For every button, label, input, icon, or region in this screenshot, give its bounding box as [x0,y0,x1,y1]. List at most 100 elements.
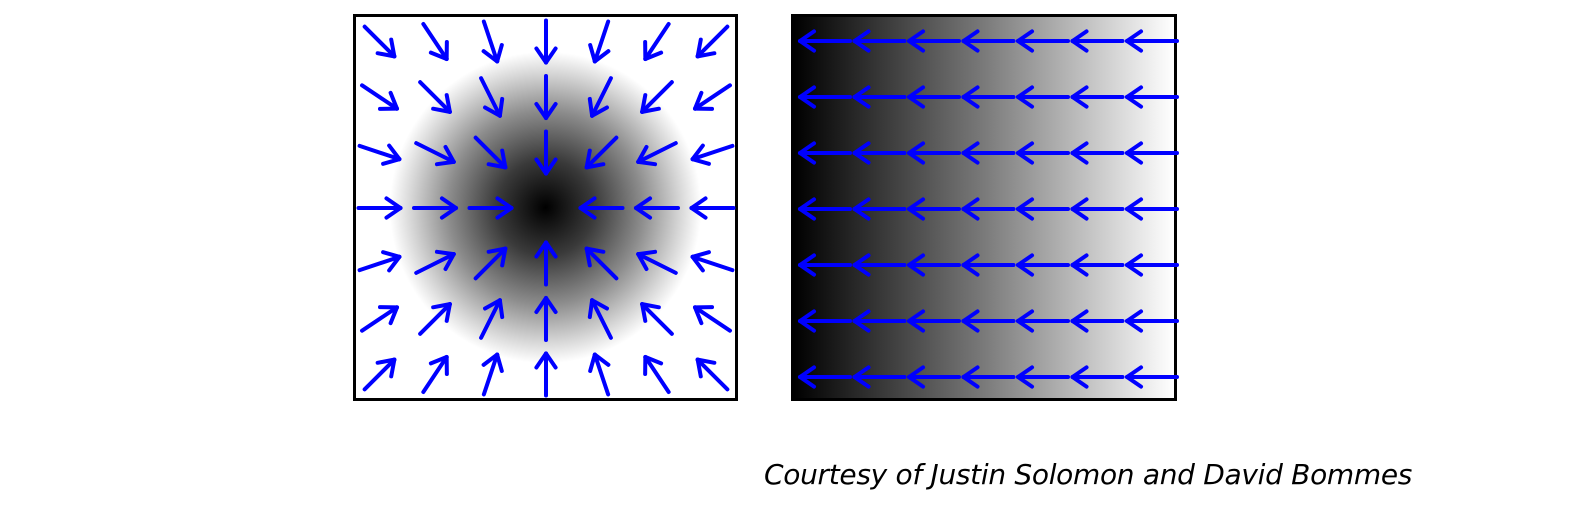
field-arrow [1125,29,1179,53]
field-arrow [481,19,504,64]
field-arrow [1016,85,1070,109]
field-arrow [1016,365,1070,389]
field-arrow [852,197,907,221]
field-arrow [907,309,961,333]
field-arrow [852,29,907,53]
field-arrow [640,80,674,114]
field-arrow [693,83,732,111]
field-arrow [587,76,613,118]
field-arrow [852,141,907,165]
field-arrow [1070,365,1125,389]
field-arrow [852,253,907,277]
field-arrow [414,141,456,167]
field-arrow [634,196,680,220]
field-arrow [414,249,456,275]
field-arrow [961,29,1016,53]
field-arrow [961,85,1016,109]
field-arrow [961,365,1016,389]
field-arrow [473,135,508,170]
field-arrow [587,298,613,340]
field-arrow [1125,197,1179,221]
field-arrow [1016,253,1070,277]
field-arrow [1016,29,1070,53]
field-arrow [852,309,907,333]
field-arrow [362,24,397,59]
field-arrow [534,296,558,342]
field-arrow [695,24,730,59]
field-arrow [421,22,449,61]
field-arrow [640,302,674,336]
radial-field-panel [353,14,738,401]
field-arrow [798,253,852,277]
field-arrow [360,305,399,333]
field-arrow [418,80,452,114]
field-arrow [1016,309,1070,333]
field-arrow [798,197,852,221]
field-arrow [907,141,961,165]
field-arrow [798,309,852,333]
field-arrow [584,135,619,170]
field-arrow [473,246,508,281]
field-arrow [1125,85,1179,109]
field-arrow [588,19,611,64]
field-arrow [689,196,736,220]
radial-field-arrows [356,18,736,398]
field-arrow [907,85,961,109]
field-arrow [907,253,961,277]
field-arrow [693,305,732,333]
field-arrow [852,85,907,109]
field-arrow [588,352,611,397]
credit-caption: Courtesy of Justin Solomon and David Bom… [764,458,1413,491]
field-arrow [584,246,619,281]
field-arrow [481,352,504,397]
field-arrow [636,249,678,275]
field-arrow [421,355,449,394]
field-arrow [1125,309,1179,333]
field-arrow [578,196,625,220]
field-arrow [852,365,907,389]
field-arrow [1070,85,1125,109]
uniform-field-panel [791,14,1179,401]
field-arrow [534,351,558,398]
field-arrow [798,29,852,53]
uniform-field-arrows [798,29,1179,389]
field-arrow [690,250,735,273]
field-arrow [479,76,505,118]
field-arrow [798,141,852,165]
field-arrow [907,197,961,221]
field-arrow [357,143,402,166]
field-arrow [534,240,558,287]
field-arrow [534,74,558,120]
field-arrow [1070,141,1125,165]
field-arrow [356,196,403,220]
field-arrow [534,18,558,65]
field-arrow [798,365,852,389]
field-arrow [1125,141,1179,165]
field-arrow [1070,309,1125,333]
field-arrow [418,302,452,336]
field-arrow [907,29,961,53]
field-arrow [643,22,671,61]
field-arrow [961,141,1016,165]
field-arrow [1070,253,1125,277]
field-arrow [1125,253,1179,277]
field-arrow [1016,197,1070,221]
field-arrow [961,197,1016,221]
field-arrow [1016,141,1070,165]
field-arrow [479,298,505,340]
field-arrow [690,143,735,166]
field-arrow [357,250,402,273]
field-arrow [534,129,558,176]
field-arrow [1070,29,1125,53]
field-arrow [362,357,397,392]
field-arrow [412,196,458,220]
field-arrow [907,365,961,389]
field-arrow [360,83,399,111]
field-arrow [1125,365,1179,389]
field-arrow [1070,197,1125,221]
field-arrow [643,355,671,394]
field-arrow [636,141,678,167]
field-arrow [961,253,1016,277]
field-arrow [961,309,1016,333]
field-arrow [798,85,852,109]
